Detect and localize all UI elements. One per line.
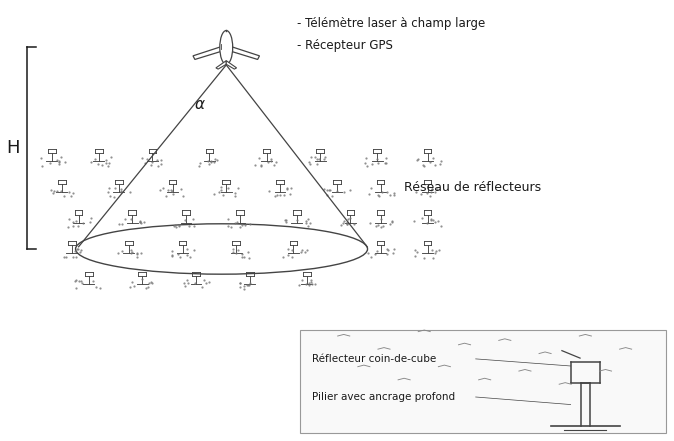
Text: Réflecteur coin-de-cube: Réflecteur coin-de-cube <box>312 354 436 364</box>
Bar <box>300 330 666 433</box>
Text: - Télémètre laser à champ large: - Télémètre laser à champ large <box>297 17 485 30</box>
Text: Pilier avec ancrage profond: Pilier avec ancrage profond <box>312 392 456 402</box>
Text: α: α <box>194 97 204 112</box>
Polygon shape <box>226 45 259 60</box>
Text: H: H <box>7 139 20 157</box>
Polygon shape <box>226 61 237 69</box>
Text: - Récepteur GPS: - Récepteur GPS <box>297 39 392 52</box>
Polygon shape <box>216 61 226 69</box>
Ellipse shape <box>220 30 233 64</box>
Text: Réseau de réflecteurs: Réseau de réflecteurs <box>404 181 541 194</box>
Polygon shape <box>193 45 226 60</box>
